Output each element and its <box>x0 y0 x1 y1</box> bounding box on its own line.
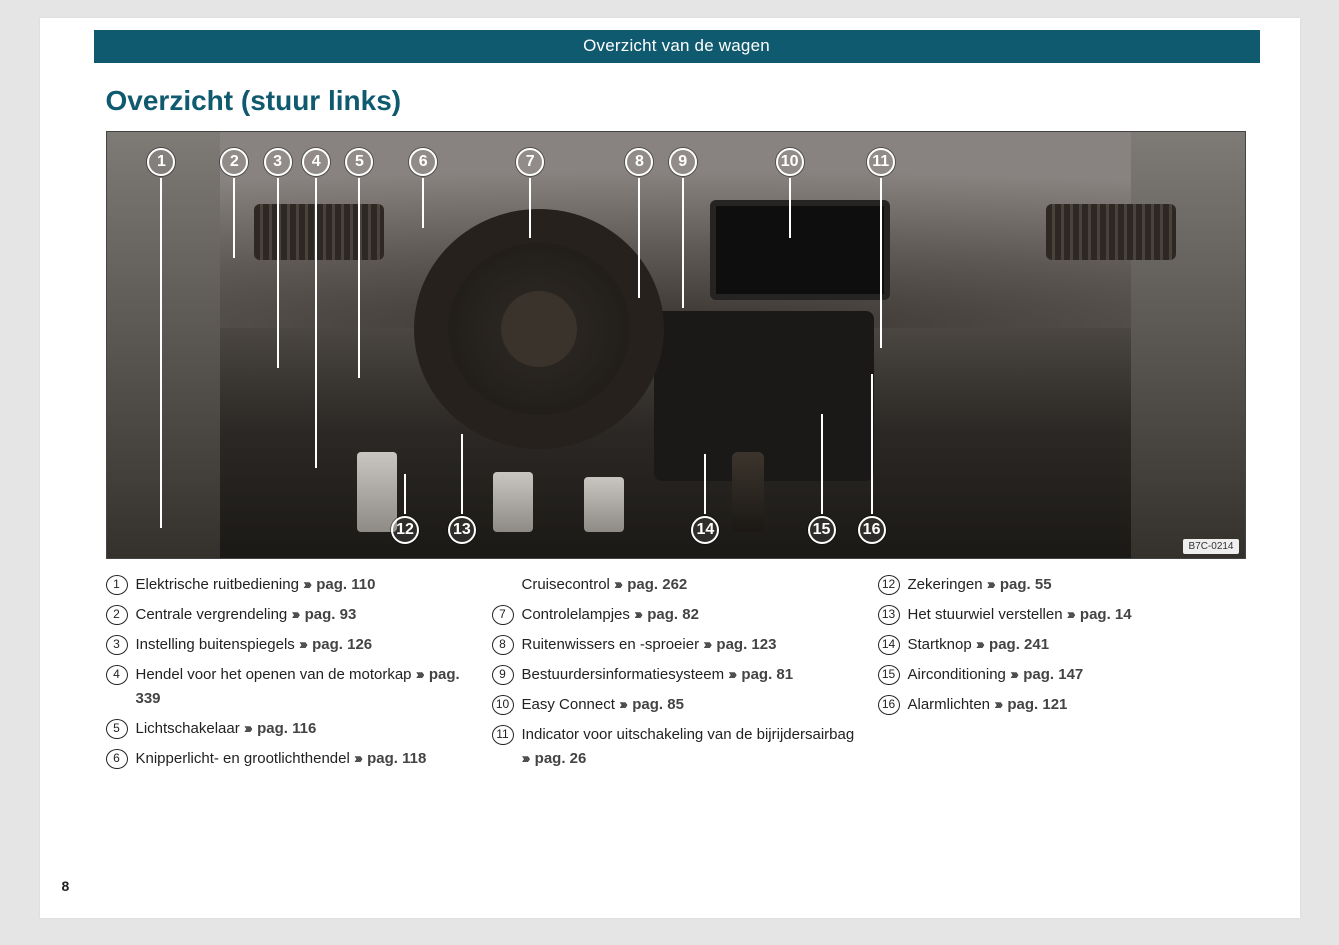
legend-number: 15 <box>878 665 900 685</box>
figure-code: B7C-0214 <box>1183 539 1238 554</box>
legend-item: 3 Instelling buitenspiegels ››› pag. 126 <box>106 633 474 657</box>
legend-col-2: Cruisecontrol ››› pag. 262 7 Controlelampj… <box>492 573 860 777</box>
callout-6: 6 <box>409 148 437 176</box>
legend-item: 15 Airconditioning ››› pag. 147 <box>878 663 1246 687</box>
gear-shifter <box>732 452 764 532</box>
footrest-pedal <box>357 452 397 532</box>
legend-item: 14 Startknop ››› pag. 241 <box>878 633 1246 657</box>
brake-pedal <box>493 472 533 532</box>
legend-text: Indicator voor uitschakeling van de bijr… <box>522 723 860 771</box>
callout-16: 16 <box>858 516 886 544</box>
legend-number: 6 <box>106 749 128 769</box>
legend-number: 8 <box>492 635 514 655</box>
legend-text: Knipperlicht- en grootlichthendel ››› pa… <box>136 747 474 771</box>
legend-columns: 1 Elektrische ruitbediening ››› pag. 110 2… <box>106 573 1246 777</box>
legend-col-1: 1 Elektrische ruitbediening ››› pag. 110 2… <box>106 573 474 777</box>
steering-wheel <box>414 209 664 449</box>
legend-item: 2 Centrale vergrendeling ››› pag. 93 <box>106 603 474 627</box>
legend-text: Alarmlichten ››› pag. 121 <box>908 693 1246 717</box>
legend-number: 10 <box>492 695 514 715</box>
air-vent-left <box>254 204 384 260</box>
air-vent-right <box>1046 204 1176 260</box>
legend-text: Hendel voor het openen van de motor­kap … <box>136 663 474 711</box>
callout-10: 10 <box>776 148 804 176</box>
infotainment-screen <box>710 200 890 300</box>
door-panel-right <box>1131 132 1245 558</box>
legend-item: Cruisecontrol ››› pag. 262 <box>492 573 860 597</box>
dashboard-figure: B7C-0214 12345678910111213141516 <box>106 131 1246 559</box>
legend-item: 1 Elektrische ruitbediening ››› pag. 110 <box>106 573 474 597</box>
legend-col-3: 12 Zekeringen ››› pag. 55 13 Het stuurwiel … <box>878 573 1246 777</box>
legend-number: 14 <box>878 635 900 655</box>
legend-number: 7 <box>492 605 514 625</box>
legend-number: 1 <box>106 575 128 595</box>
legend-item: 5 Lichtschakelaar ››› pag. 116 <box>106 717 474 741</box>
legend-number: 5 <box>106 719 128 739</box>
legend-text: Cruisecontrol ››› pag. 262 <box>522 573 860 597</box>
legend-item: 4 Hendel voor het openen van de motor­kap… <box>106 663 474 711</box>
callout-15: 15 <box>808 516 836 544</box>
legend-text: Bestuurdersinformatiesysteem ››› pag. 81 <box>522 663 860 687</box>
legend-text: Easy Connect ››› pag. 85 <box>522 693 860 717</box>
legend-number: 16 <box>878 695 900 715</box>
page-title: Overzicht (stuur links) <box>106 85 1300 117</box>
legend-item: 9 Bestuurdersinformatiesysteem ››› pag. 8… <box>492 663 860 687</box>
legend-item: 13 Het stuurwiel verstellen ››› pag. 14 <box>878 603 1246 627</box>
legend-item: 8 Ruitenwissers en -sproeier ››› pag. 123 <box>492 633 860 657</box>
legend-number: 12 <box>878 575 900 595</box>
callout-9: 9 <box>669 148 697 176</box>
legend-text: Startknop ››› pag. 241 <box>908 633 1246 657</box>
legend-number: 2 <box>106 605 128 625</box>
legend-number: 4 <box>106 665 128 685</box>
callout-12: 12 <box>391 516 419 544</box>
callout-3: 3 <box>264 148 292 176</box>
callout-13: 13 <box>448 516 476 544</box>
legend-text: Ruitenwissers en -sproeier ››› pag. 123 <box>522 633 860 657</box>
callout-14: 14 <box>691 516 719 544</box>
manual-page: Overzicht van de wagen Overzicht (stuur … <box>40 18 1300 918</box>
accelerator-pedal <box>584 477 624 532</box>
legend-number <box>492 575 514 595</box>
legend-number: 11 <box>492 725 514 745</box>
legend-text: Instelling buitenspiegels ››› pag. 126 <box>136 633 474 657</box>
legend-text: Lichtschakelaar ››› pag. 116 <box>136 717 474 741</box>
legend-text: Het stuurwiel verstellen ››› pag. 14 <box>908 603 1246 627</box>
section-header: Overzicht van de wagen <box>94 30 1260 63</box>
legend-item: 16 Alarmlichten ››› pag. 121 <box>878 693 1246 717</box>
legend-item: 10 Easy Connect ››› pag. 85 <box>492 693 860 717</box>
legend-number: 13 <box>878 605 900 625</box>
legend-item: 12 Zekeringen ››› pag. 55 <box>878 573 1246 597</box>
door-panel-left <box>107 132 221 558</box>
page-number: 8 <box>62 878 70 894</box>
legend-item: 6 Knipperlicht- en grootlichthendel ››› p… <box>106 747 474 771</box>
legend-number: 9 <box>492 665 514 685</box>
legend-text: Controlelampjes ››› pag. 82 <box>522 603 860 627</box>
legend-number: 3 <box>106 635 128 655</box>
legend-text: Zekeringen ››› pag. 55 <box>908 573 1246 597</box>
legend-item: 7 Controlelampjes ››› pag. 82 <box>492 603 860 627</box>
callout-7: 7 <box>516 148 544 176</box>
legend-text: Centrale vergrendeling ››› pag. 93 <box>136 603 474 627</box>
legend-text: Elektrische ruitbediening ››› pag. 110 <box>136 573 474 597</box>
legend-text: Airconditioning ››› pag. 147 <box>908 663 1246 687</box>
legend-item: 11 Indicator voor uitschakeling van de bi… <box>492 723 860 771</box>
callout-11: 11 <box>867 148 895 176</box>
